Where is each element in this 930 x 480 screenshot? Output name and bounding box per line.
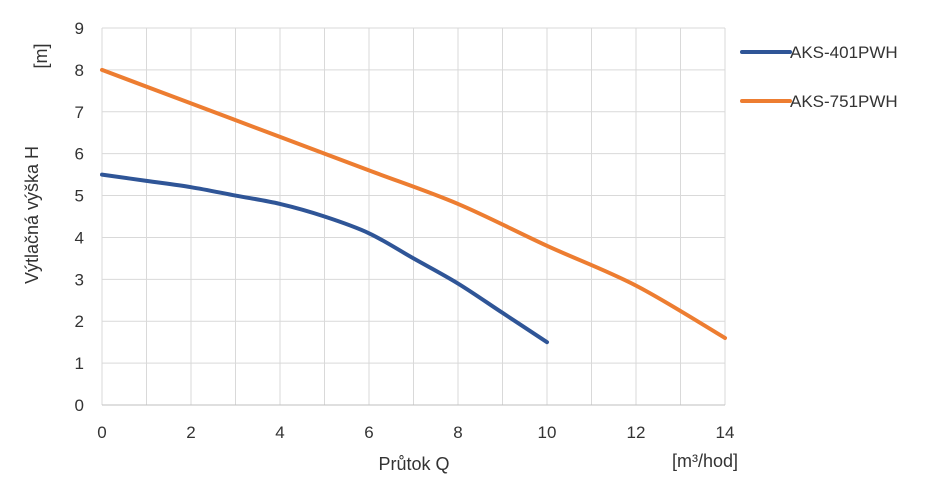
y-tick-label: 5 xyxy=(75,187,84,206)
y-tick-label: 7 xyxy=(75,103,84,122)
grid-lines xyxy=(101,27,726,406)
x-tick-label: 0 xyxy=(97,423,106,442)
x-tick-label: 6 xyxy=(364,423,373,442)
legend-label-aks-751pwh: AKS-751PWH xyxy=(790,92,898,111)
y-tick-label: 2 xyxy=(75,312,84,331)
x-tick-label: 12 xyxy=(627,423,646,442)
x-axis-label: Průtok Q xyxy=(378,454,449,474)
y-tick-label: 0 xyxy=(75,396,84,415)
y-tick-label: 6 xyxy=(75,145,84,164)
legend: AKS-401PWH AKS-751PWH xyxy=(740,43,898,111)
x-tick-label: 4 xyxy=(275,423,284,442)
series-lines xyxy=(100,67,727,345)
y-tick-label: 1 xyxy=(75,354,84,373)
legend-label-aks-401pwh: AKS-401PWH xyxy=(790,43,898,62)
y-axis-unit: [m] xyxy=(31,44,51,69)
series-line-aks-751pwh xyxy=(100,67,727,340)
series-line-aks-401pwh xyxy=(100,172,549,345)
x-tick-label: 8 xyxy=(453,423,462,442)
x-tick-label: 14 xyxy=(716,423,735,442)
y-tick-label: 9 xyxy=(75,19,84,38)
y-tick-label: 3 xyxy=(75,270,84,289)
y-tick-label: 8 xyxy=(75,61,84,80)
x-axis-unit: [m³/hod] xyxy=(672,451,738,471)
y-axis-label: Výtlačná výška H xyxy=(22,146,42,284)
y-tick-label: 4 xyxy=(75,228,84,247)
x-tick-label: 2 xyxy=(186,423,195,442)
x-tick-label: 10 xyxy=(538,423,557,442)
